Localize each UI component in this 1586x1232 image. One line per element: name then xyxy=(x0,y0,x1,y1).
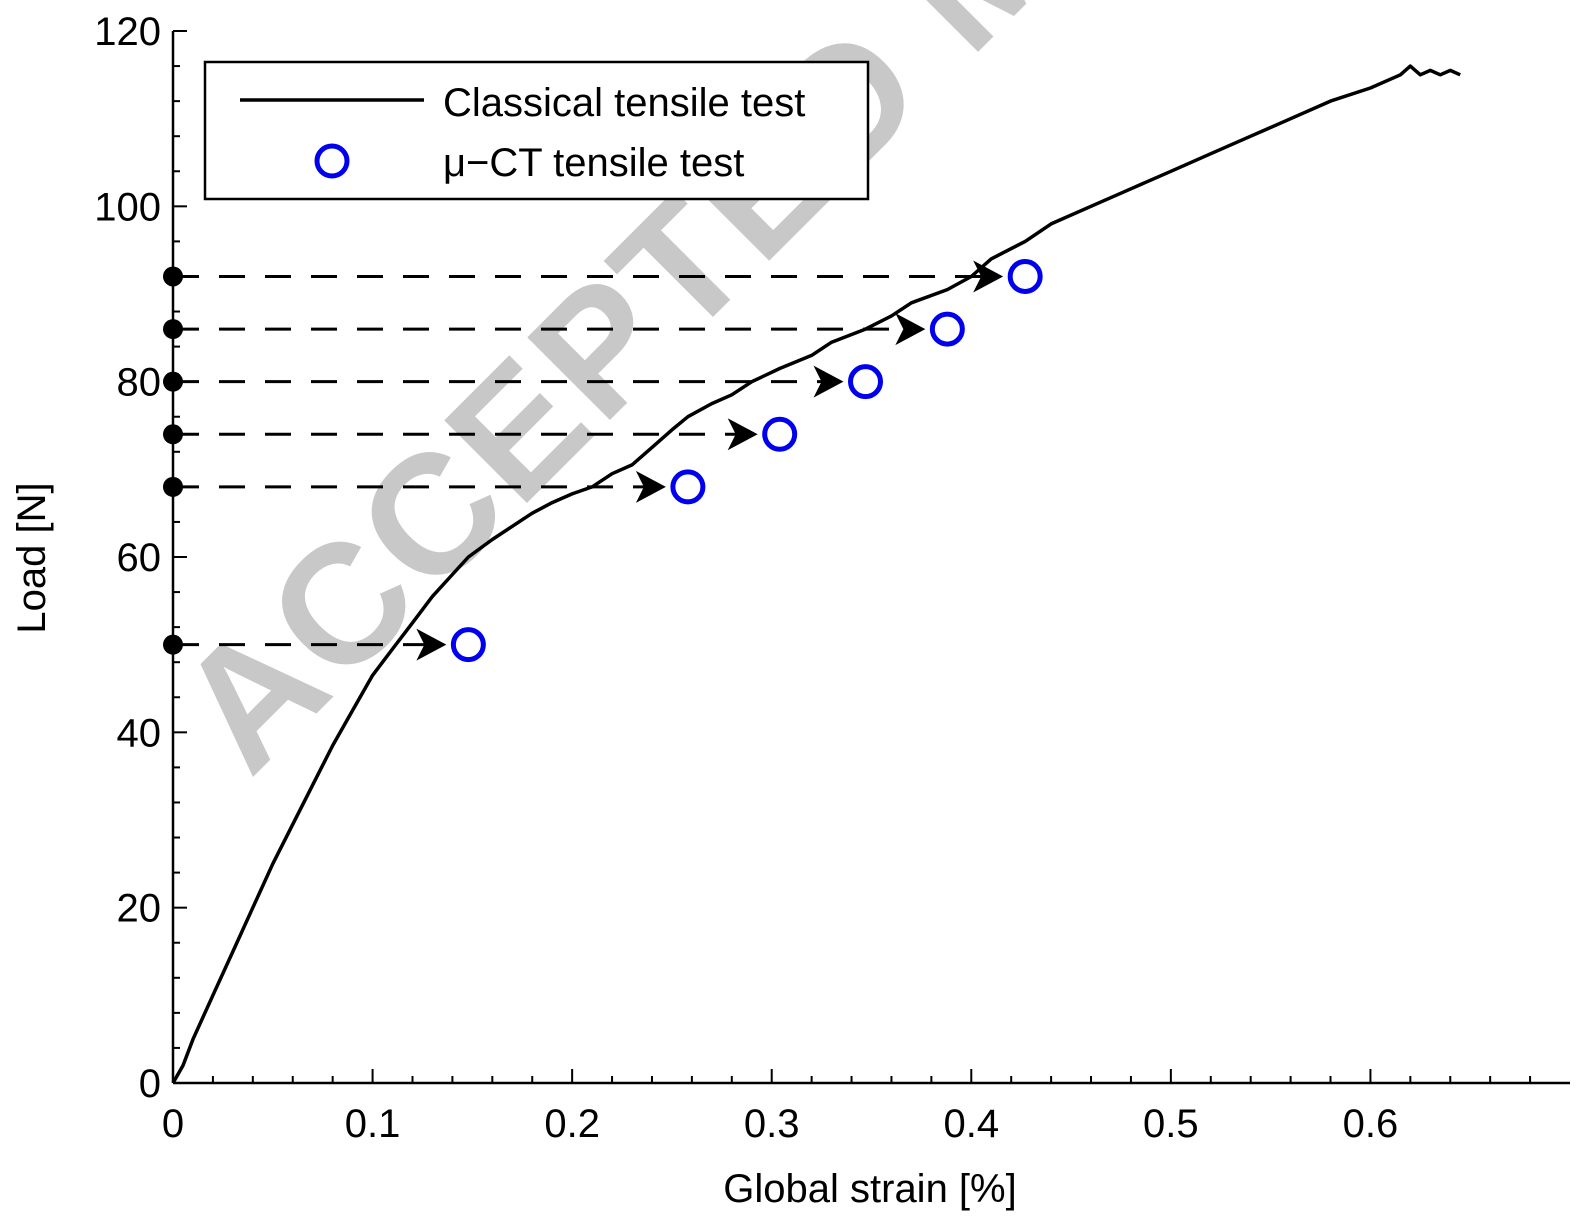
y-axis-title: Load [N] xyxy=(10,482,54,633)
arrowhead xyxy=(895,313,926,346)
x-tick-label: 0.1 xyxy=(345,1102,401,1146)
x-tick-label: 0.6 xyxy=(1343,1102,1399,1146)
arrowhead xyxy=(727,418,758,451)
ct-marker-point xyxy=(670,469,706,505)
marker-series-layer xyxy=(450,258,1043,663)
legend-box xyxy=(203,60,870,201)
arrowhead xyxy=(416,628,447,661)
y-tick-label: 20 xyxy=(117,887,162,931)
legend-label-ct: μ−CT tensile test xyxy=(443,141,744,185)
ct-marker-point xyxy=(1007,258,1043,294)
legend-label-classical: Classical tensile test xyxy=(443,81,805,125)
x-tick-label: 0.2 xyxy=(544,1102,600,1146)
y-tick-label: 0 xyxy=(139,1062,161,1106)
y-tick-label: 120 xyxy=(94,10,161,54)
x-tick-label: 0.5 xyxy=(1143,1102,1199,1146)
legend-marker-sample xyxy=(314,143,350,179)
y-tick-label: 100 xyxy=(94,185,161,229)
x-tick-label: 0 xyxy=(162,1102,184,1146)
y-tick-label: 80 xyxy=(117,361,162,405)
axes: 0 20 40 60 80 100 120 0 0.1 0.2 0.3 0.4 0.5 0.6 xyxy=(94,10,1570,1146)
legend: Classical tensile test μ−CT tensile test xyxy=(203,60,870,201)
ct-marker-point xyxy=(929,311,965,347)
arrowhead xyxy=(813,365,844,398)
x-tick-label: 0.3 xyxy=(744,1102,800,1146)
ct-marker-point xyxy=(450,627,486,663)
x-axis-title: Global strain [%] xyxy=(723,1167,1016,1211)
line-series-layer xyxy=(171,64,1461,1084)
arrowhead xyxy=(635,470,666,503)
dashed-arrows xyxy=(163,260,1004,661)
y-tick-label: 40 xyxy=(117,711,162,755)
x-tick-label: 0.4 xyxy=(943,1102,999,1146)
ct-marker-point xyxy=(848,364,884,400)
y-tick-label: 60 xyxy=(117,536,162,580)
ct-marker-point xyxy=(762,416,798,452)
classical-tensile-line xyxy=(171,64,1461,1084)
